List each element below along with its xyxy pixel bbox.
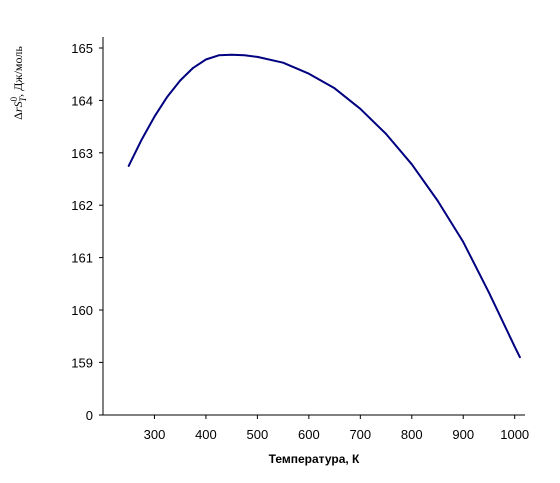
y-tick-label-165: 165 (71, 41, 93, 56)
ticks: 0 159 160 161 162 163 164 165 300 400 500 600 700 800… (71, 41, 529, 442)
x-axis-title: Температура, К (269, 452, 360, 466)
y-tick-label-164: 164 (71, 93, 93, 108)
y-axis-title-unit: , Дж/моль (11, 46, 25, 97)
x-tick-label-700: 700 (349, 427, 371, 442)
y-axis-title-superscript: 0 (9, 96, 19, 101)
x-tick-label-300: 300 (144, 427, 166, 442)
y-axis-title-subscript: T (18, 96, 28, 102)
y-tick-label-159: 159 (71, 355, 93, 370)
y-axis-title-s: S (11, 101, 25, 107)
x-tick-label-500: 500 (247, 427, 269, 442)
y-axis-title-r: r (11, 107, 25, 112)
y-axis-title: ΔrS0T, Дж/моль (9, 46, 28, 120)
x-tick-label-1000: 1000 (500, 427, 529, 442)
y-axis-title-delta: Δ (11, 112, 25, 120)
x-tick-label-800: 800 (401, 427, 423, 442)
x-tick-label-400: 400 (195, 427, 217, 442)
y-tick-label-0: 0 (86, 408, 93, 423)
y-tick-label-163: 163 (71, 146, 93, 161)
y-tick-label-161: 161 (71, 251, 93, 266)
axes (102, 37, 525, 416)
svg-text:ΔrS0T, Дж/моль: ΔrS0T, Дж/моль (9, 46, 28, 120)
x-tick-label-900: 900 (452, 427, 474, 442)
series-line-0 (127, 53, 521, 359)
series (127, 53, 521, 359)
y-tick-label-160: 160 (71, 303, 93, 318)
y-tick-label-162: 162 (71, 198, 93, 213)
x-tick-label-600: 600 (298, 427, 320, 442)
